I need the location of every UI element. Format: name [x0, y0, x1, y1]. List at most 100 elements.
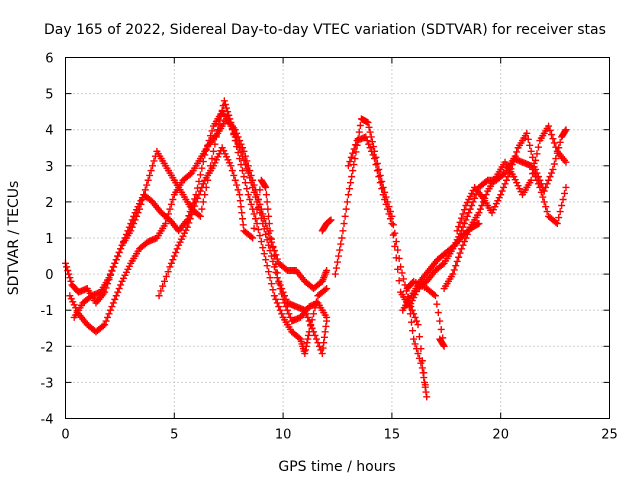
data-point: [257, 238, 265, 246]
data-point: [540, 198, 548, 206]
data-point: [63, 263, 71, 271]
data-point: [431, 292, 439, 300]
data-point: [547, 169, 555, 177]
data-point: [381, 195, 389, 203]
data-point: [114, 252, 122, 260]
data-point: [498, 187, 506, 195]
data-point: [534, 173, 542, 181]
data-point: [305, 317, 313, 325]
data-point: [417, 359, 425, 367]
data-point: [340, 220, 348, 228]
data-point: [198, 205, 206, 213]
data-point: [201, 151, 209, 159]
data-point: [130, 212, 138, 220]
y-axis-label: SDTVAR / TECUs: [6, 181, 22, 296]
data-point: [546, 126, 554, 134]
data-point: [439, 260, 447, 268]
y-tick-label: -1: [41, 304, 54, 319]
data-point: [167, 200, 175, 208]
data-point: [339, 227, 347, 235]
data-point: [308, 324, 316, 332]
data-point: [344, 162, 352, 170]
data-point: [415, 354, 423, 362]
data-point: [348, 173, 356, 181]
data-point: [228, 126, 236, 134]
data-point: [108, 303, 116, 311]
data-point: [112, 292, 120, 300]
data-point: [453, 227, 461, 235]
data-point: [455, 253, 463, 261]
data-point: [356, 121, 364, 129]
data-point: [475, 220, 483, 228]
data-point: [227, 122, 235, 130]
data-point: [463, 230, 471, 238]
y-tick-label: 3: [45, 160, 53, 175]
data-point: [183, 223, 191, 231]
data-point: [421, 378, 429, 386]
data-point: [301, 350, 309, 358]
data-point: [196, 187, 204, 195]
data-point: [307, 321, 315, 329]
data-point: [437, 325, 445, 333]
data-point: [273, 299, 281, 307]
data-point: [532, 165, 540, 173]
data-point: [239, 221, 247, 229]
data-point: [556, 138, 564, 146]
data-point: [302, 346, 310, 354]
plot-frame: [65, 57, 610, 419]
data-point: [312, 335, 320, 343]
data-point: [562, 126, 570, 134]
data-point: [146, 171, 154, 179]
data-point: [169, 256, 177, 264]
data-point: [109, 299, 117, 307]
data-point: [422, 388, 430, 396]
data-point: [372, 161, 380, 169]
data-point: [162, 273, 170, 281]
data-point: [118, 241, 126, 249]
data-point: [501, 180, 509, 188]
data-point: [373, 167, 381, 175]
y-tick-label: 6: [45, 52, 53, 67]
series-track-f: [331, 115, 448, 401]
data-point: [278, 310, 286, 318]
data-point: [155, 292, 163, 300]
series-track-j: [453, 126, 570, 235]
data-point: [413, 345, 421, 353]
data-point: [536, 176, 544, 184]
data-point: [233, 137, 241, 145]
x-tick-label: 0: [61, 428, 69, 443]
data-point: [272, 251, 280, 259]
data-point: [272, 295, 280, 303]
x-tick-label: 20: [492, 428, 509, 443]
data-point: [462, 234, 470, 242]
data-point: [99, 322, 107, 330]
data-point: [346, 158, 354, 166]
data-point: [141, 186, 149, 194]
data-point: [351, 155, 359, 163]
data-point: [162, 220, 170, 228]
data-point: [262, 230, 270, 238]
x-axis-label: GPS time / hours: [278, 459, 395, 475]
data-point: [169, 195, 177, 203]
y-tick-label: -4: [41, 413, 54, 428]
data-point: [321, 286, 329, 294]
data-point: [335, 252, 343, 260]
data-point: [172, 248, 180, 256]
data-point: [379, 183, 387, 191]
data-point: [534, 143, 542, 151]
data-point: [266, 227, 274, 235]
data-point: [161, 277, 169, 285]
data-point: [455, 223, 463, 231]
data-point: [237, 148, 245, 156]
data-point: [102, 317, 110, 325]
series-track-d: [155, 144, 331, 358]
data-point: [208, 155, 216, 163]
data-point: [331, 270, 339, 278]
data-point: [389, 221, 397, 229]
data-point: [227, 162, 235, 170]
data-point: [338, 234, 346, 242]
data-point: [415, 333, 423, 341]
data-point: [253, 205, 261, 213]
data-point: [526, 141, 534, 149]
x-tick-label: 10: [275, 428, 292, 443]
